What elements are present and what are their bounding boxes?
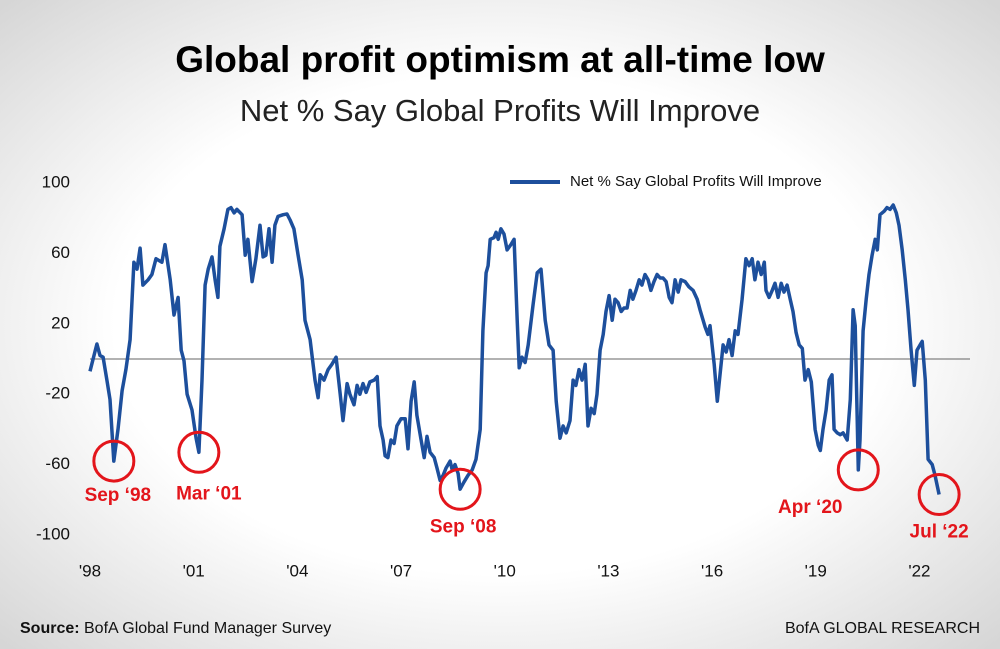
y-tick-label: 60 — [51, 243, 70, 262]
source-label: Source: — [20, 620, 80, 637]
annotation-label: Jul ‘22 — [910, 522, 969, 543]
x-tick-label: '10 — [494, 561, 516, 580]
y-tick-label: -100 — [36, 524, 70, 543]
annotation-circle — [92, 439, 136, 483]
y-tick-label: 100 — [42, 172, 70, 191]
annotation-circle — [836, 448, 880, 492]
annotation-label: Sep ‘08 — [430, 516, 497, 537]
chart-title: Global profit optimism at all-time low — [175, 39, 825, 80]
x-tick-label: '01 — [183, 561, 205, 580]
x-tick-label: '19 — [805, 561, 827, 580]
annotation-label: Mar ‘01 — [176, 483, 242, 504]
annotation-circle — [438, 467, 482, 511]
x-tick-label: '22 — [908, 561, 930, 580]
chart-subtitle: Net % Say Global Profits Will Improve — [240, 93, 760, 128]
x-tick-label: '16 — [701, 561, 723, 580]
annotation-label: Sep ‘98 — [85, 485, 152, 506]
annotation-circle — [917, 473, 961, 517]
source: BofA Global Fund Manager Survey — [84, 620, 331, 637]
annotation-circle — [177, 430, 221, 474]
x-tick-label: '13 — [597, 561, 619, 580]
y-tick-label: -20 — [45, 384, 70, 403]
x-tick-label: '04 — [286, 561, 308, 580]
y-tick-label: -60 — [45, 454, 70, 473]
x-tick-label: '98 — [79, 561, 101, 580]
annotation-label: Apr ‘20 — [778, 497, 842, 518]
legend-label: Net % Say Global Profits Will Improve — [570, 173, 822, 190]
data-line — [88, 203, 941, 495]
x-tick-label: '07 — [390, 561, 412, 580]
brand: BofA GLOBAL RESEARCH — [785, 620, 980, 637]
y-tick-label: 20 — [51, 313, 70, 332]
